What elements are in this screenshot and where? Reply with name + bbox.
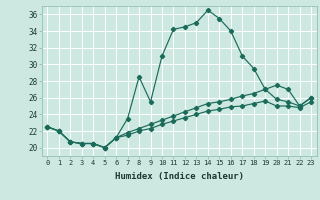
X-axis label: Humidex (Indice chaleur): Humidex (Indice chaleur) bbox=[115, 172, 244, 181]
